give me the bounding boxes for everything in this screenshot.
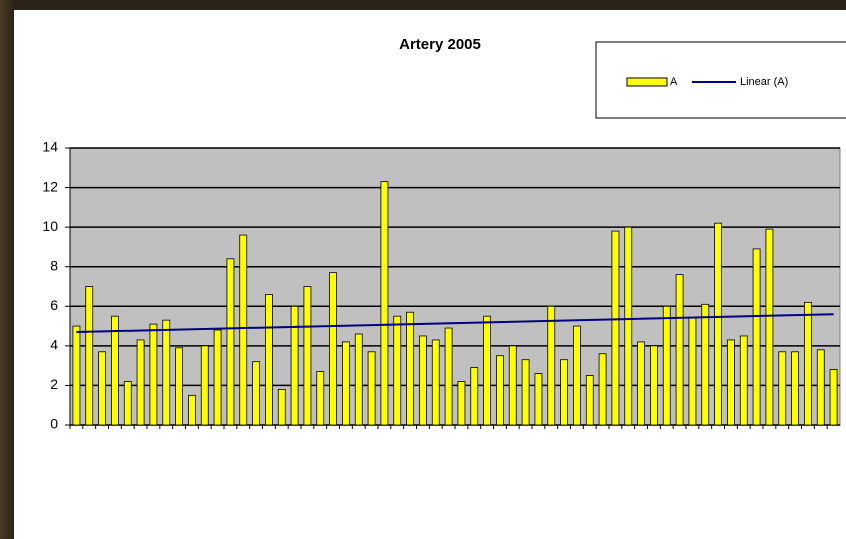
bar (791, 351, 799, 426)
bar (239, 234, 248, 426)
bar (560, 359, 568, 426)
plot-area (69, 147, 841, 426)
bar (85, 286, 94, 426)
bar (637, 341, 645, 426)
bar (162, 319, 171, 426)
bar (367, 351, 376, 426)
bar (98, 351, 106, 426)
bar (534, 373, 543, 426)
bar (778, 351, 787, 426)
bar (804, 301, 812, 426)
bar (444, 327, 453, 426)
bar (829, 369, 838, 426)
bar (200, 345, 209, 426)
bar (342, 341, 350, 426)
bar (265, 294, 273, 426)
y-tick-label: 10 (42, 218, 58, 234)
bar (483, 315, 491, 426)
bar (508, 345, 517, 426)
bar (252, 361, 260, 426)
bar (175, 347, 183, 426)
bar (380, 181, 389, 426)
legend-label: Linear (A) (740, 76, 788, 88)
bar (136, 339, 145, 426)
y-tick-label: 2 (50, 376, 58, 392)
bar (123, 381, 132, 426)
bar (188, 394, 196, 426)
bar (739, 335, 748, 426)
chart-title: Artery 2005 (399, 36, 481, 53)
bar (598, 353, 607, 426)
bar (470, 367, 479, 426)
bar (72, 325, 81, 426)
bar (431, 339, 440, 426)
bar (650, 345, 658, 426)
bar (816, 349, 825, 426)
y-tick-label: 8 (50, 257, 58, 273)
bar (213, 329, 222, 426)
bar (752, 248, 761, 426)
y-tick-label: 14 (42, 139, 58, 155)
bar (329, 272, 337, 426)
bar (290, 305, 299, 426)
bar (765, 228, 774, 426)
bar (727, 339, 735, 426)
bar (624, 226, 633, 426)
bar (303, 286, 312, 426)
y-tick-label: 0 (50, 416, 58, 432)
bar (393, 315, 402, 426)
bar (611, 230, 620, 426)
bar (573, 325, 581, 426)
bar (419, 335, 427, 426)
bar (521, 359, 530, 426)
legend-swatch (626, 77, 668, 87)
bar (547, 305, 556, 426)
y-tick-label: 6 (50, 297, 58, 313)
bar (585, 375, 594, 426)
bar (701, 303, 710, 426)
bar (226, 258, 235, 426)
bar (354, 333, 363, 426)
bar (277, 388, 286, 426)
bar (406, 311, 414, 426)
bar (675, 274, 684, 426)
bar (662, 305, 671, 426)
legend-label: A (670, 76, 678, 88)
bar (688, 317, 697, 426)
y-tick-label: 12 (42, 178, 58, 194)
bar (316, 371, 325, 426)
bar (149, 323, 158, 426)
bar (714, 222, 722, 426)
y-tick-label: 4 (50, 337, 58, 353)
bar (457, 381, 466, 426)
bar (496, 355, 504, 426)
bar (111, 315, 119, 426)
trendline (76, 313, 834, 334)
